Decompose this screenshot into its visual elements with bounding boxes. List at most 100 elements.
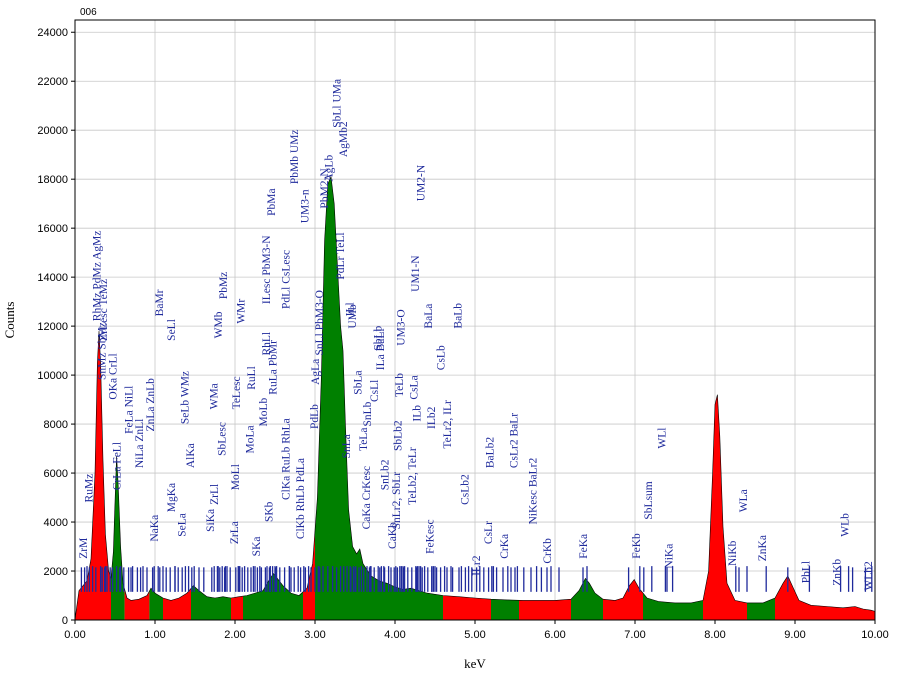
- spectrum-band-green: [643, 593, 703, 620]
- element-line-label: TeLesc: [231, 376, 243, 409]
- element-line-label: CsLl: [369, 380, 381, 402]
- element-line-label: NiLa ZnLl: [134, 419, 146, 469]
- element-line-label: WLa: [738, 489, 750, 512]
- spectrum-label: 006: [80, 7, 97, 18]
- x-tick-label: 0.00: [64, 629, 85, 641]
- element-line-label: CaKa CrKesc: [361, 466, 373, 530]
- element-line-label: SKa: [251, 537, 263, 557]
- x-tick-label: 5.00: [464, 629, 485, 641]
- element-line-label: CrKa: [499, 534, 511, 559]
- element-line-label: ILr2: [471, 555, 483, 576]
- element-line-label: MoLa: [244, 425, 256, 453]
- y-axis-title: Counts: [2, 302, 17, 339]
- element-line-label: UM2-N: [416, 164, 428, 201]
- element-line-label: FeKesc: [424, 519, 436, 554]
- element-line-label: SbLb: [372, 325, 384, 350]
- x-tick-label: 2.00: [224, 629, 245, 641]
- element-line-label: ILesc PbM3-N: [261, 235, 273, 304]
- element-line-label: RuLl: [246, 366, 258, 390]
- y-tick-label: 0: [62, 615, 68, 627]
- element-line-label: SnLl PbM3-O: [314, 290, 326, 356]
- x-tick-label: 4.00: [384, 629, 405, 641]
- element-line-label: BaMr: [154, 289, 166, 316]
- spectrum-band-red: [231, 596, 243, 620]
- element-line-label: ClKa RuLb RhLa: [280, 418, 292, 500]
- element-line-label: SeLa: [176, 513, 188, 537]
- element-line-label: UMb: [347, 304, 359, 329]
- spectrum-area: [74, 175, 876, 621]
- element-line-label: CsLr: [483, 521, 495, 544]
- element-line-label: NiKa: [664, 544, 676, 569]
- element-line-label: BaLa: [423, 304, 435, 329]
- element-line-label: ILb: [412, 405, 424, 422]
- element-line-label: SnLr2, SbLr: [391, 472, 403, 530]
- x-tick-label: 8.00: [704, 629, 725, 641]
- y-tick-label: 20000: [37, 125, 68, 137]
- y-tick-label: 18000: [37, 174, 68, 186]
- spectrum-band-red: [443, 595, 491, 620]
- element-line-label: SbLsum: [643, 481, 655, 519]
- element-line-label: PbM2-N: [319, 168, 331, 209]
- element-line-label: SKb: [264, 501, 276, 522]
- spectrum-band-red: [124, 589, 150, 620]
- spectrum-band-green: [315, 176, 443, 620]
- element-line-label: ClKb RhLb PdLa: [295, 458, 307, 539]
- y-tick-label: 14000: [37, 272, 68, 284]
- element-line-label: CrLa FeLl: [112, 442, 124, 490]
- element-line-label: PbLl: [800, 561, 812, 583]
- element-line-label: SnLb: [362, 401, 374, 426]
- element-line-label: RhMz PdMz AgMz: [92, 230, 104, 321]
- spectrum-band-red: [303, 530, 315, 620]
- y-axis-ticks: 0 2000 4000 6000 8000 10000 12000 14000 16000 180…: [37, 27, 75, 627]
- element-line-label: OKa CrLl: [108, 353, 120, 399]
- element-line-label: TeLa: [358, 428, 370, 451]
- spectrum-band-red: [603, 579, 643, 620]
- spectrum-band-green: [243, 573, 303, 620]
- spectrum-band-green: [191, 585, 231, 620]
- spectrum-band-green: [747, 598, 775, 620]
- spectrum-band-red: [75, 331, 111, 620]
- element-line-label: SnLa: [341, 434, 353, 458]
- element-line-label: UM3-O: [396, 309, 408, 345]
- element-line-label: NaKa: [149, 515, 161, 542]
- x-axis-ticks: 0.00 1.00 2.00 3.00 4.00 5.00 6.00 7.00 8.00 9.00…: [64, 620, 889, 641]
- element-line-label: SeLl: [166, 319, 178, 341]
- element-line-label: RhLl: [261, 332, 273, 356]
- x-axis-title: keV: [464, 656, 486, 671]
- element-line-label: RuMz: [84, 474, 96, 503]
- element-line-label: SnMz SbMz: [96, 322, 108, 380]
- x-tick-label: 1.00: [144, 629, 165, 641]
- element-line-label: WMb: [213, 311, 225, 338]
- element-line-label: TeLb: [394, 373, 406, 397]
- element-line-label: UM3-n: [300, 189, 312, 223]
- element-line-label: PdLr TeLl: [335, 232, 347, 279]
- element-line-label: ZnKb: [832, 559, 844, 586]
- element-line-label: PdLl CsLesc: [280, 250, 292, 309]
- element-line-label: ILb2: [426, 406, 438, 429]
- element-line-label: AgLa: [310, 359, 322, 385]
- spectrum-band-red: [519, 599, 571, 620]
- element-line-label: AlKa: [185, 443, 197, 468]
- element-line-label: SeLb WMz: [180, 371, 192, 424]
- x-tick-label: 3.00: [304, 629, 325, 641]
- element-line-label: WLb: [840, 513, 852, 537]
- x-tick-label: 6.00: [544, 629, 565, 641]
- element-line-label: ILa BaLl: [375, 328, 387, 370]
- element-line-label: PdLb: [309, 404, 321, 429]
- element-line-label: MoLl: [230, 464, 242, 490]
- x-tick-label: 9.00: [784, 629, 805, 641]
- element-line-label: ZrLa: [229, 521, 241, 544]
- element-line-label: WLb2: [863, 561, 875, 591]
- element-line-label: SbLl UMa: [332, 79, 344, 128]
- element-line-label: WLl: [656, 427, 668, 448]
- element-line-label: MgKa: [166, 483, 178, 512]
- y-tick-label: 6000: [44, 468, 68, 480]
- y-tick-label: 10000: [37, 370, 68, 382]
- element-line-label: NiKesc BaLr2: [528, 457, 540, 524]
- element-line-label: SbLb2: [392, 420, 404, 451]
- y-tick-label: 2000: [44, 566, 68, 578]
- y-tick-label: 24000: [37, 27, 68, 39]
- spectrum-band-red: [163, 588, 191, 620]
